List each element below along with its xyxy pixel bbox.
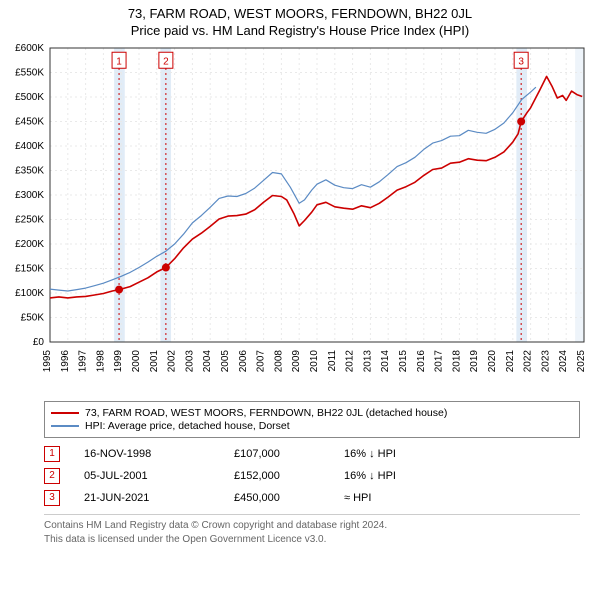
svg-text:2013: 2013	[362, 350, 373, 373]
svg-text:2025: 2025	[576, 350, 587, 373]
svg-text:2002: 2002	[167, 350, 178, 373]
svg-text:2009: 2009	[291, 350, 302, 373]
svg-text:2014: 2014	[380, 350, 391, 373]
svg-text:£450K: £450K	[15, 117, 44, 128]
legend-swatch	[51, 412, 79, 414]
svg-text:£50K: £50K	[21, 313, 45, 324]
svg-text:2023: 2023	[540, 350, 551, 373]
page: 73, FARM ROAD, WEST MOORS, FERNDOWN, BH2…	[0, 0, 600, 546]
svg-text:£150K: £150K	[15, 264, 44, 275]
svg-text:1996: 1996	[60, 350, 71, 373]
svg-text:2001: 2001	[149, 350, 160, 373]
sale-price: £107,000	[234, 448, 344, 460]
svg-text:2024: 2024	[558, 350, 569, 373]
svg-text:£250K: £250K	[15, 215, 44, 226]
svg-text:2011: 2011	[327, 350, 338, 372]
sale-price: £152,000	[234, 470, 344, 482]
footer-line1: Contains HM Land Registry data © Crown c…	[44, 519, 580, 533]
svg-text:£0: £0	[33, 337, 45, 348]
svg-text:2015: 2015	[398, 350, 409, 373]
svg-text:£350K: £350K	[15, 166, 44, 177]
title-address: 73, FARM ROAD, WEST MOORS, FERNDOWN, BH2…	[0, 6, 600, 21]
svg-text:2000: 2000	[131, 350, 142, 373]
svg-text:2017: 2017	[434, 350, 445, 373]
svg-text:1999: 1999	[113, 350, 124, 373]
sale-number-box: 1	[44, 446, 60, 462]
title-subtitle: Price paid vs. HM Land Registry's House …	[0, 23, 600, 38]
sale-row: 1 16-NOV-1998£107,00016% ↓ HPI	[44, 446, 580, 462]
svg-text:£100K: £100K	[15, 288, 44, 299]
svg-text:£550K: £550K	[15, 68, 44, 79]
svg-text:2008: 2008	[273, 350, 284, 373]
price-chart: £0 £50K £100K £150K £200K £250K £300K £350K £400…	[0, 40, 600, 395]
svg-text:2: 2	[163, 56, 169, 67]
svg-text:1995: 1995	[42, 350, 53, 373]
svg-text:1997: 1997	[78, 350, 89, 373]
legend-item: HPI: Average price, detached house, Dors…	[51, 420, 573, 432]
sale-hpi-note: 16% ↓ HPI	[344, 470, 396, 482]
svg-text:£400K: £400K	[15, 141, 44, 152]
svg-text:2018: 2018	[451, 350, 462, 373]
legend-swatch	[51, 425, 79, 427]
sale-row: 2 05-JUL-2001£152,00016% ↓ HPI	[44, 468, 580, 484]
svg-text:3: 3	[518, 56, 524, 67]
svg-text:2012: 2012	[345, 350, 356, 373]
legend: 73, FARM ROAD, WEST MOORS, FERNDOWN, BH2…	[44, 401, 580, 438]
sale-hpi-note: 16% ↓ HPI	[344, 448, 396, 460]
title-block: 73, FARM ROAD, WEST MOORS, FERNDOWN, BH2…	[0, 0, 600, 40]
sale-date: 21-JUN-2021	[84, 492, 234, 504]
svg-text:2006: 2006	[238, 350, 249, 373]
svg-text:£300K: £300K	[15, 190, 44, 201]
sale-number-box: 3	[44, 490, 60, 506]
svg-text:2007: 2007	[256, 350, 267, 373]
sale-date: 16-NOV-1998	[84, 448, 234, 460]
legend-item: 73, FARM ROAD, WEST MOORS, FERNDOWN, BH2…	[51, 407, 573, 419]
sale-number-box: 2	[44, 468, 60, 484]
sale-date: 05-JUL-2001	[84, 470, 234, 482]
sale-row: 3 21-JUN-2021£450,000≈ HPI	[44, 490, 580, 506]
sale-price: £450,000	[234, 492, 344, 504]
svg-text:2004: 2004	[202, 350, 213, 373]
legend-label: 73, FARM ROAD, WEST MOORS, FERNDOWN, BH2…	[85, 407, 447, 419]
svg-text:£500K: £500K	[15, 92, 44, 103]
svg-text:2003: 2003	[184, 350, 195, 373]
svg-text:£200K: £200K	[15, 239, 44, 250]
footer-attribution: Contains HM Land Registry data © Crown c…	[44, 514, 580, 546]
footer-line2: This data is licensed under the Open Gov…	[44, 533, 580, 547]
chart-svg: £0 £50K £100K £150K £200K £250K £300K £350K £400…	[0, 40, 600, 390]
svg-text:2021: 2021	[505, 350, 516, 373]
svg-text:2016: 2016	[416, 350, 427, 373]
svg-text:2022: 2022	[523, 350, 534, 373]
svg-text:£600K: £600K	[15, 43, 44, 54]
svg-text:2020: 2020	[487, 350, 498, 373]
svg-text:1998: 1998	[95, 350, 106, 373]
svg-text:2005: 2005	[220, 350, 231, 373]
svg-text:2019: 2019	[469, 350, 480, 373]
sale-hpi-note: ≈ HPI	[344, 492, 371, 504]
svg-text:1: 1	[116, 56, 122, 67]
svg-text:2010: 2010	[309, 350, 320, 373]
legend-label: HPI: Average price, detached house, Dors…	[85, 420, 290, 432]
sales-table: 1 16-NOV-1998£107,00016% ↓ HPI 2 05-JUL-200…	[44, 446, 580, 506]
